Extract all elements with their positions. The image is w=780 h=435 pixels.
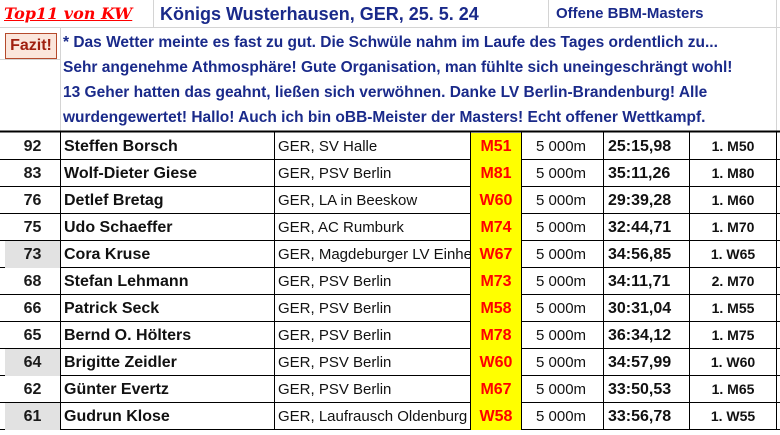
age-category: M74 xyxy=(471,214,521,241)
athlete-club: GER, PSV Berlin xyxy=(278,273,392,290)
category-placing: 1. W60 xyxy=(710,354,756,370)
athlete-club: GER, SV Halle xyxy=(278,138,378,155)
race-distance: 5 000m xyxy=(536,327,587,344)
age-category: M67 xyxy=(471,376,521,403)
athlete-name: Cora Kruse xyxy=(64,246,151,263)
age-category: W58 xyxy=(471,403,521,430)
race-distance: 5 000m xyxy=(536,165,587,182)
athlete-name: Detlef Bretag xyxy=(64,192,164,209)
athlete-club: GER, PSV Berlin xyxy=(278,381,392,398)
fazit-line: wurdengewertet! Hallo! Auch ich bin oBB-… xyxy=(63,109,706,126)
age-category: M51 xyxy=(471,133,521,160)
table-row: 65 Bernd O. Hölters GER, PSV Berlin M78 5 00… xyxy=(0,322,780,349)
finish-time: 34:11,71 xyxy=(608,273,671,290)
category-placing: 1. M55 xyxy=(711,300,755,316)
header-subtitle: Offene BBM-Masters xyxy=(556,5,704,22)
category-placing: 1. M65 xyxy=(711,381,755,397)
finish-time: 34:57,99 xyxy=(608,354,672,371)
athlete-name: Günter Evertz xyxy=(64,381,169,398)
athlete-name: Patrick Seck xyxy=(64,300,160,317)
row-score: 65 xyxy=(23,327,42,344)
finish-time: 35:11,26 xyxy=(608,165,671,182)
age-category: M73 xyxy=(471,268,521,295)
finish-time: 29:39,28 xyxy=(608,192,672,209)
athlete-club: GER, Laufrausch Oldenburg xyxy=(278,408,468,425)
age-category: M81 xyxy=(471,160,521,187)
row-score: 76 xyxy=(23,192,42,209)
athlete-club: GER, PSV Berlin xyxy=(278,327,392,344)
age-category: M58 xyxy=(471,295,521,322)
category-placing: 2. M70 xyxy=(711,273,755,289)
category-placing: 1. M70 xyxy=(711,219,755,235)
category-placing: 1. W65 xyxy=(710,246,756,262)
row-score: 61 xyxy=(5,403,60,430)
athlete-club: GER, PSV Berlin xyxy=(278,354,392,371)
athlete-name: Stefan Lehmann xyxy=(64,273,189,290)
category-placing: 1. M50 xyxy=(711,138,755,154)
age-category: W60 xyxy=(471,349,521,376)
table-row: 73 Cora Kruse GER, Magdeburger LV Einheit W… xyxy=(0,241,780,268)
fazit-line: 13 Geher hatten das geahnt, ließen sich … xyxy=(63,84,708,101)
category-placing: 1. M60 xyxy=(711,192,755,208)
athlete-club: GER, PSV Berlin xyxy=(278,165,392,182)
category-placing: 1. M80 xyxy=(711,165,755,181)
row-score: 66 xyxy=(23,300,42,317)
category-placing: 1. M75 xyxy=(711,327,755,343)
athlete-name: Wolf-Dieter Giese xyxy=(64,165,198,182)
table-row: 76 Detlef Bretag GER, LA in Beeskow W60 5 00… xyxy=(0,187,780,214)
athlete-club: GER, Magdeburger LV Einheit xyxy=(278,246,470,263)
table-row: 61 Gudrun Klose GER, Laufrausch Oldenburg W… xyxy=(0,403,780,430)
race-distance: 5 000m xyxy=(536,354,587,371)
finish-time: 32:44,71 xyxy=(608,219,672,236)
age-category: W67 xyxy=(471,241,521,268)
athlete-name: Udo Schaeffer xyxy=(64,219,173,236)
finish-time: 25:15,98 xyxy=(608,138,672,155)
table-row: 64 Brigitte Zeidler GER, PSV Berlin W60 5 00… xyxy=(0,349,780,376)
athlete-club: GER, LA in Beeskow xyxy=(278,192,418,209)
table-row: 75 Udo Schaeffer GER, AC Rumburk M74 5 000m 3… xyxy=(0,214,780,241)
finish-time: 34:56,85 xyxy=(608,246,672,263)
fazit-label: Fazit! xyxy=(5,33,57,59)
race-distance: 5 000m xyxy=(536,381,587,398)
fazit-line: * Das Wetter meinte es fast zu gut. Die … xyxy=(63,34,718,51)
table-row: 62 Günter Evertz GER, PSV Berlin M67 5 000m 3… xyxy=(0,376,780,403)
race-distance: 5 000m xyxy=(536,273,587,290)
header-brand: Top11 von KW xyxy=(4,4,133,23)
fazit-text: * Das Wetter meinte es fast zu gut. Die … xyxy=(63,30,775,130)
finish-time: 33:50,53 xyxy=(608,381,672,398)
finish-time: 36:34,12 xyxy=(608,327,672,344)
table-row: 68 Stefan Lehmann GER, PSV Berlin M73 5 000m… xyxy=(0,268,780,295)
athlete-club: GER, AC Rumburk xyxy=(278,219,404,236)
athlete-name: Gudrun Klose xyxy=(64,408,170,425)
finish-time: 30:31,04 xyxy=(608,300,672,317)
category-placing: 1. W55 xyxy=(710,408,756,424)
finish-time: 33:56,78 xyxy=(608,408,672,425)
table-row: 92 Steffen Borsch GER, SV Halle M51 5 000m 25… xyxy=(0,133,780,160)
row-score: 68 xyxy=(23,273,42,290)
table-row: 66 Patrick Seck GER, PSV Berlin M58 5 000m 30… xyxy=(0,295,780,322)
race-distance: 5 000m xyxy=(536,192,587,209)
athlete-club: GER, PSV Berlin xyxy=(278,300,392,317)
row-score: 92 xyxy=(23,138,42,155)
table-row: 83 Wolf-Dieter Giese GER, PSV Berlin M81 5 0… xyxy=(0,160,780,187)
race-distance: 5 000m xyxy=(536,219,587,236)
fazit-line: Sehr angenehme Athmosphäre! Gute Organis… xyxy=(63,59,733,76)
age-category: W60 xyxy=(471,187,521,214)
header-title: Königs Wusterhausen, GER, 25. 5. 24 xyxy=(160,4,479,24)
race-distance: 5 000m xyxy=(536,138,587,155)
age-category: M78 xyxy=(471,322,521,349)
race-distance: 5 000m xyxy=(536,246,587,263)
athlete-name: Bernd O. Hölters xyxy=(64,327,192,344)
athlete-name: Steffen Borsch xyxy=(64,138,178,155)
row-score: 64 xyxy=(5,349,60,376)
athlete-name: Brigitte Zeidler xyxy=(64,354,177,371)
row-score: 73 xyxy=(5,241,60,268)
race-distance: 5 000m xyxy=(536,408,587,425)
row-score: 62 xyxy=(23,381,42,398)
race-distance: 5 000m xyxy=(536,300,587,317)
row-score: 75 xyxy=(23,219,42,236)
row-score: 83 xyxy=(23,165,42,182)
